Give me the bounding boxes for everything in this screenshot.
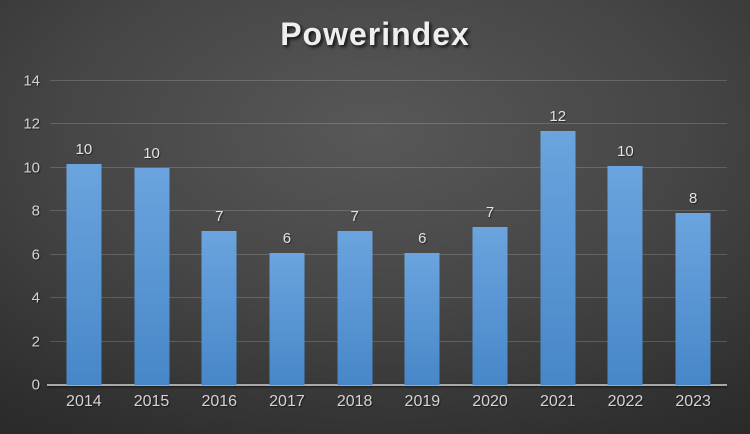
bar-slot: 7 [456,81,524,385]
x-tick-label: 2015 [133,393,170,410]
gridline [50,340,727,342]
bar-slot: 7 [185,81,253,385]
y-tick-label: 0 [31,376,40,394]
x-tick-label: 2021 [539,393,576,410]
y-tick-label: 2 [31,333,40,351]
x-tick-label: 2017 [269,393,305,410]
y-tick-label: 8 [31,202,40,220]
gridline [50,123,727,125]
bar-data-label: 7 [350,207,359,225]
x-tick-label: 2023 [675,393,711,410]
bar-slot: 10 [592,81,660,385]
chart-title: Powerindex [280,16,470,52]
y-axis: 0 2 4 6 8 10 12 14 [0,73,40,394]
plot-area: 10 10 7 6 7 6 7 12 10 8 [47,80,727,386]
bar-slot: 7 [321,81,389,385]
y-tick-label: 4 [31,289,40,307]
bar-2014 [66,163,102,385]
gridline [50,297,727,299]
bar-slot: 8 [659,81,727,385]
bar-2019 [404,252,440,385]
bar-data-label: 7 [215,207,224,225]
bar-slot: 10 [50,81,118,385]
bar-data-label: 10 [143,144,160,162]
y-tick-label: 10 [23,159,40,177]
bar-data-label: 7 [485,203,495,221]
bar-2023 [675,213,711,385]
bar-data-label: 6 [418,229,427,247]
x-axis: 2014 2015 2016 2017 2018 2019 2020 2021 2022 2023 [50,393,727,417]
bar-2022 [607,165,643,385]
bar-2021 [540,130,576,385]
y-tick-label: 12 [23,115,40,133]
bar-slot: 10 [118,81,186,385]
bar-2020 [472,226,508,385]
y-tick-label: 14 [23,72,40,90]
x-tick-label: 2022 [607,393,644,410]
x-tick-label: 2014 [66,393,102,410]
x-tick-label: 2020 [472,393,508,410]
x-tick-label: 2018 [336,393,373,410]
gridline [50,253,727,255]
x-tick-label: 2019 [404,393,441,410]
bar-slot: 6 [389,81,457,385]
gridline [50,210,727,212]
bar-data-label: 10 [617,142,634,160]
bar-slot: 6 [253,81,321,385]
bar-2018 [337,230,373,385]
bar-2015 [134,167,170,385]
bar-data-label: 12 [549,107,567,125]
bar-2016 [201,230,237,385]
gridline [50,80,727,81]
bar-data-label: 6 [282,229,292,247]
bar-data-label: 10 [75,140,93,158]
bar-2017 [269,252,305,385]
y-tick-label: 6 [31,246,40,264]
bar-slot: 12 [524,81,592,385]
x-axis-line [47,384,727,386]
bar-data-label: 8 [688,190,698,208]
gridline [50,166,727,168]
x-tick-label: 2016 [201,393,238,410]
